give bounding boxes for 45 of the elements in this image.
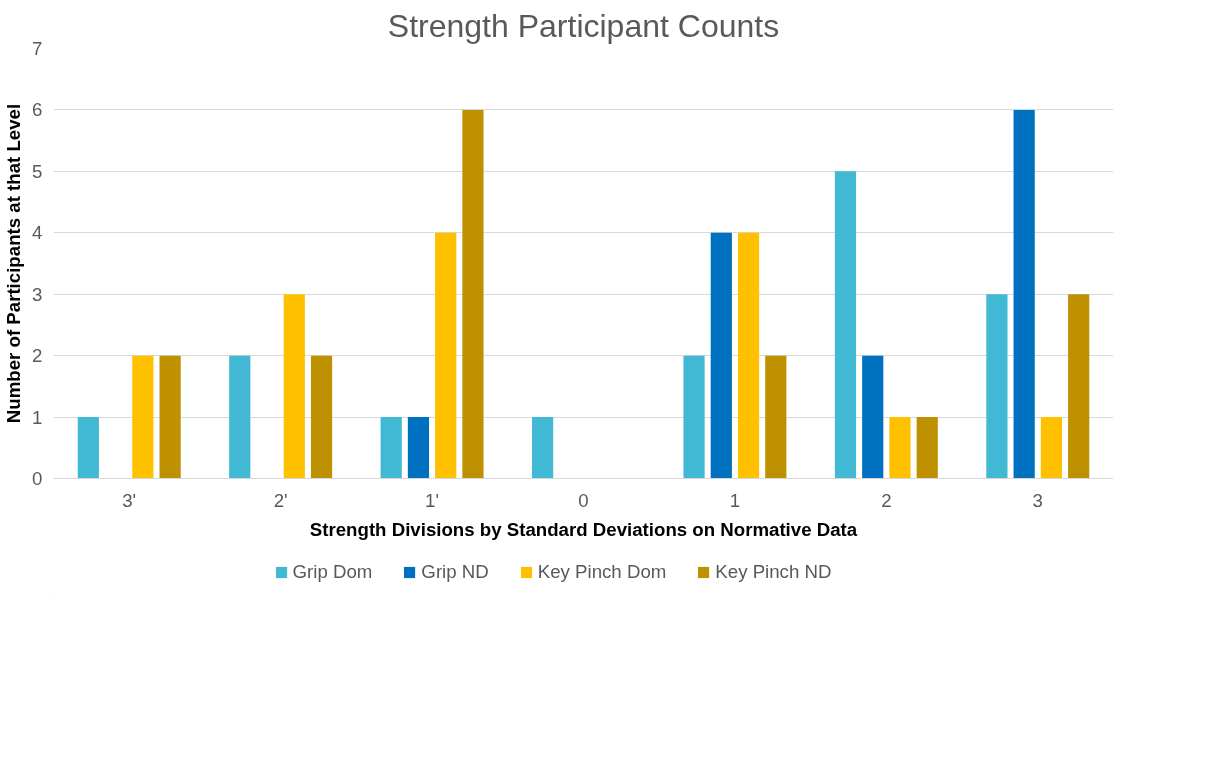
bar [1013, 109, 1035, 479]
bar [532, 417, 554, 479]
bar [407, 417, 430, 479]
y-axis-title: Number of Participants at that Level [3, 103, 25, 424]
bar [435, 232, 457, 479]
legend-label: Grip ND [421, 561, 489, 583]
legend-label: Key Pinch Dom [537, 561, 667, 583]
x-tick-label: 3' [122, 489, 137, 511]
x-tick-label: 2 [881, 489, 892, 511]
bar [986, 294, 1008, 479]
bar [683, 355, 705, 479]
y-tick-label: 5 [32, 160, 43, 182]
bar [310, 355, 333, 479]
bar [737, 232, 760, 479]
bar [462, 109, 484, 479]
x-tick-label: 3 [1032, 489, 1043, 511]
bar [132, 355, 154, 479]
y-tick-label: 0 [32, 468, 43, 489]
y-tick-label: 4 [32, 222, 43, 244]
x-tick-label: 1 [729, 489, 741, 511]
bar [916, 417, 938, 479]
bar [710, 232, 732, 479]
bar [380, 417, 402, 479]
legend-label: Key Pinch ND [715, 561, 832, 583]
y-tick-label: 6 [32, 99, 43, 121]
bar [1068, 294, 1090, 479]
bar [834, 171, 857, 479]
x-axis-title: Strength Divisions by Standard Deviations on Normative Data [309, 518, 858, 540]
y-tick-label: 7 [32, 38, 43, 59]
bar [1040, 417, 1063, 479]
chart-title: Strength Participant Counts [387, 7, 780, 44]
x-tick-label: 1' [425, 489, 440, 511]
bar [889, 417, 911, 479]
legend-label: Grip Dom [292, 561, 373, 583]
y-tick-label: 3 [32, 283, 43, 305]
bar [862, 355, 884, 479]
y-tick-label: 2 [32, 345, 43, 367]
bar [77, 417, 99, 479]
bar [229, 355, 251, 479]
bar [283, 294, 305, 479]
x-tick-label: 2' [273, 489, 288, 511]
y-tick-label: 1 [32, 406, 43, 428]
bar [765, 355, 787, 479]
bar [159, 355, 181, 479]
x-tick-label: 0 [578, 489, 589, 511]
